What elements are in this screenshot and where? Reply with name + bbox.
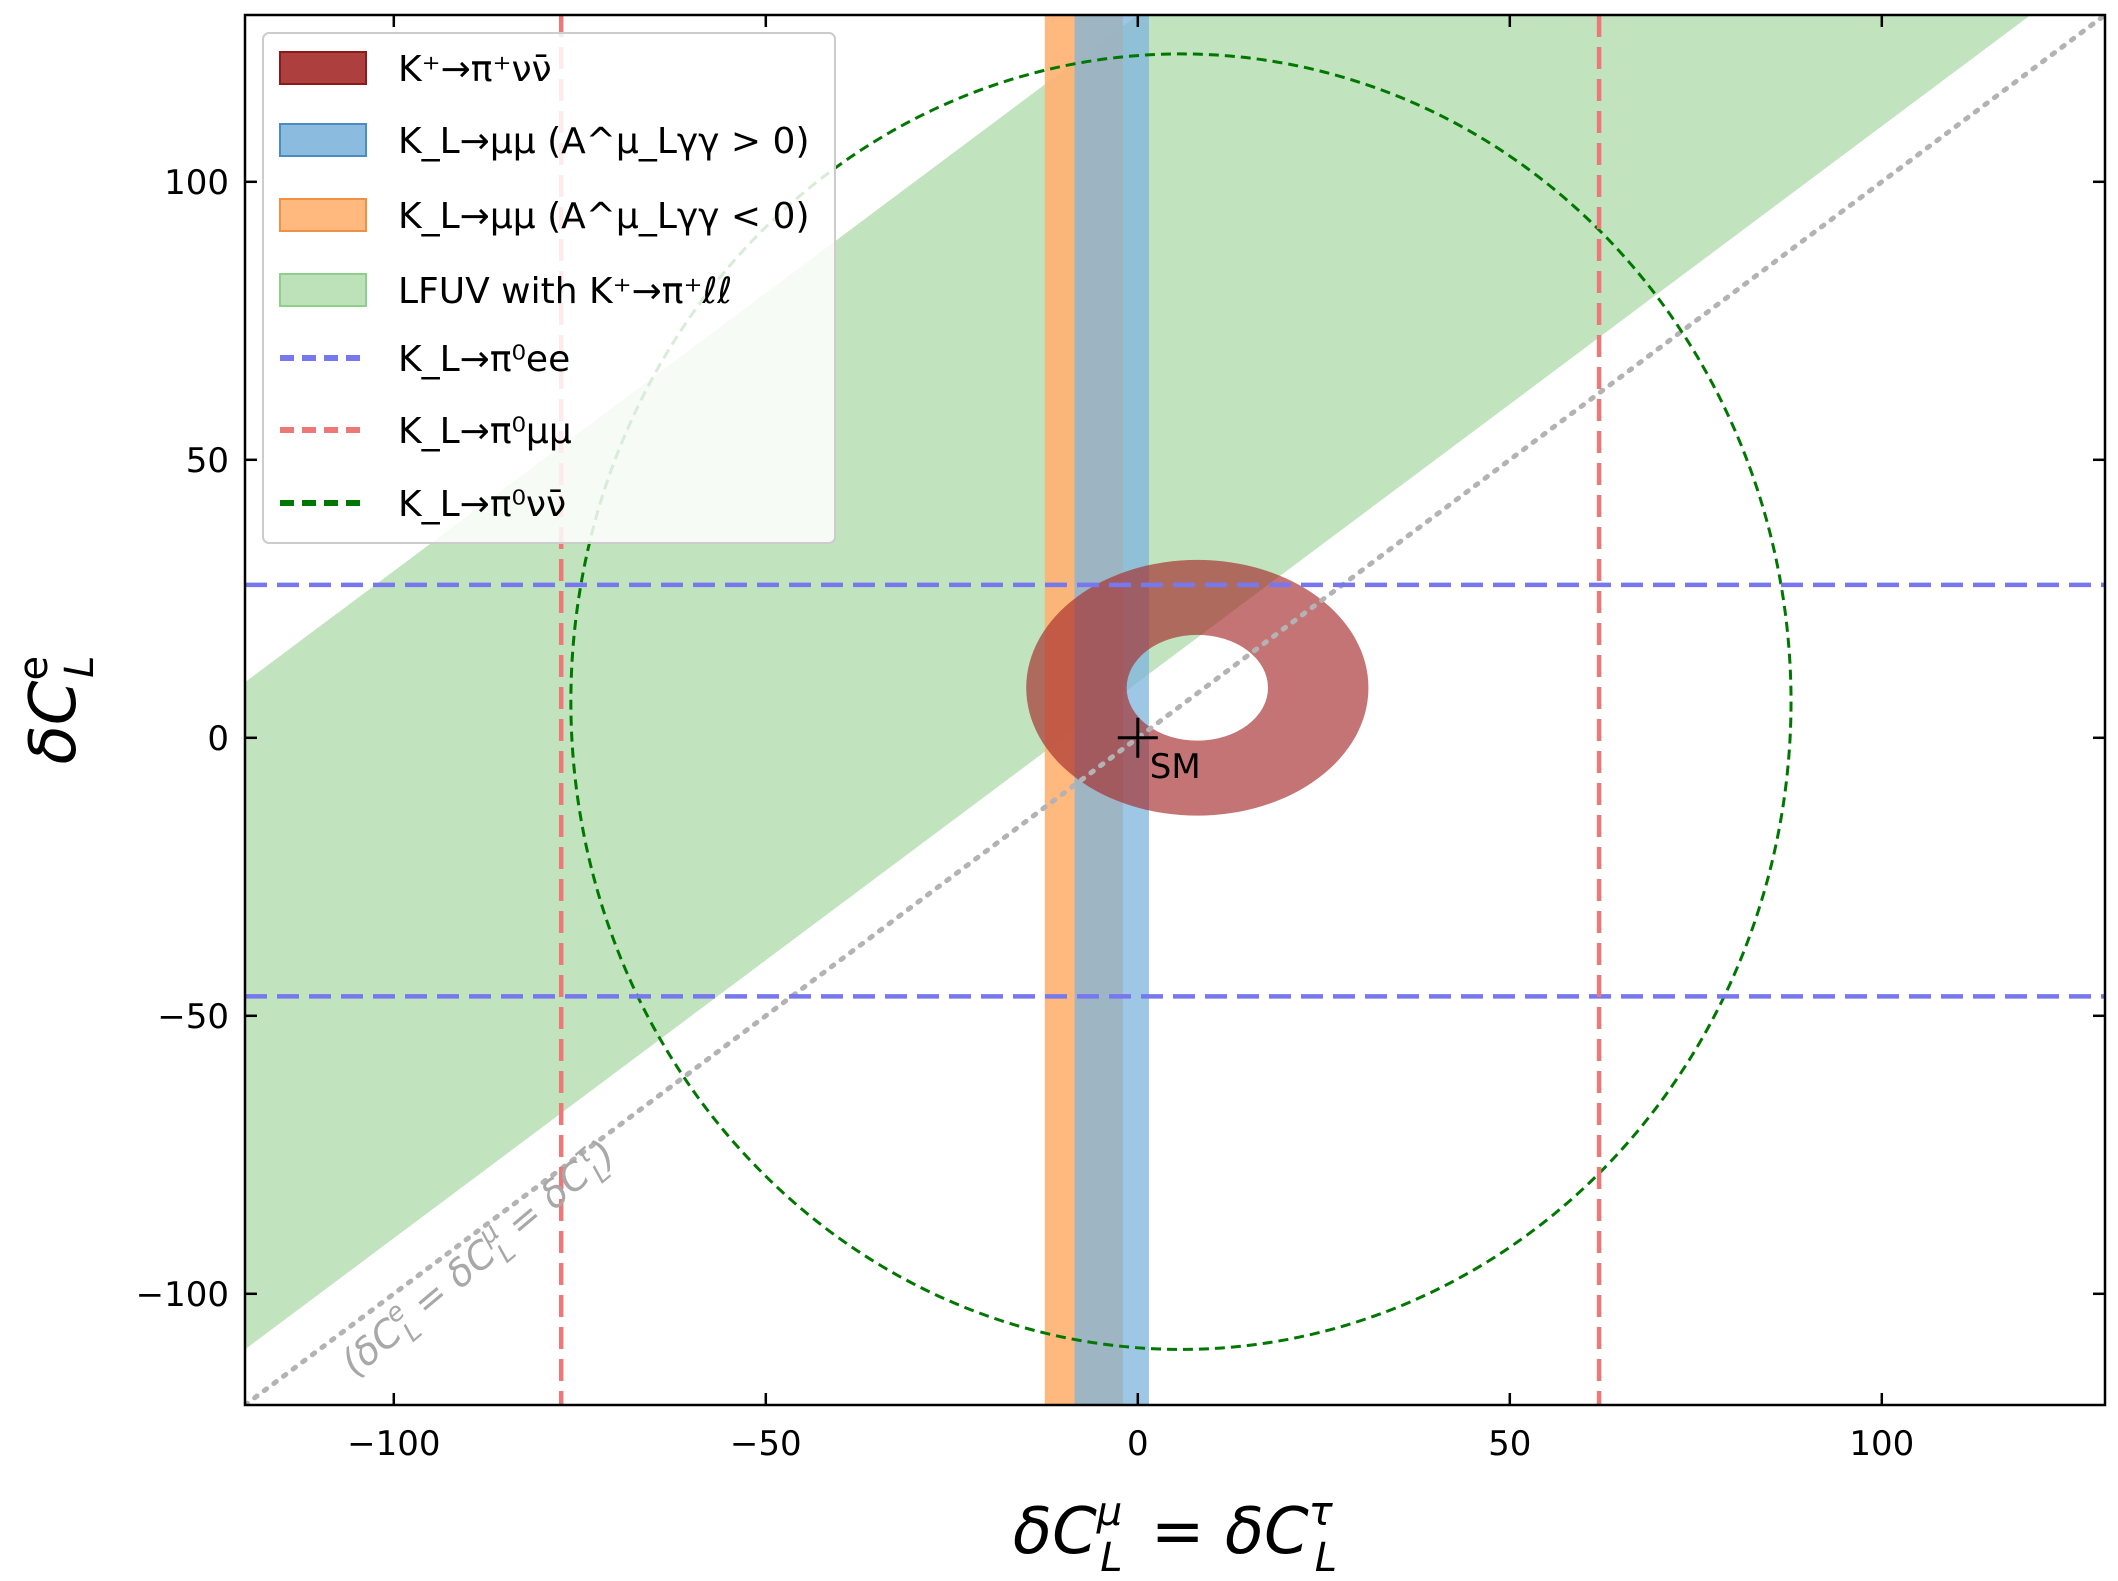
legend-swatch xyxy=(279,123,367,157)
y-axis-title: δCeL xyxy=(11,656,103,765)
legend-label: LFUV with K⁺→π⁺ℓℓ xyxy=(398,271,732,312)
svg-text:δCμL = δCτL: δCμ L = δCτ L xyxy=(1013,1489,1337,1581)
x-tick-label: 50 xyxy=(1488,1424,1531,1464)
legend-swatch xyxy=(279,51,367,85)
kpinunu-ring xyxy=(1026,559,1369,816)
legend-label: K_L→π⁰ee xyxy=(398,339,570,380)
lepton-universality-line xyxy=(245,15,2105,1405)
y-tick-label: −100 xyxy=(136,1275,229,1315)
y-tick-label: 50 xyxy=(186,441,229,481)
legend-swatch xyxy=(279,198,367,232)
legend-label: K_L→μμ (A^μ_Lγγ < 0) xyxy=(398,196,810,237)
x-tick-label: −50 xyxy=(730,1424,802,1464)
legend-box xyxy=(262,32,836,544)
axes-ticks: −100 −50 0 50 100 −100 −50 0 50 100 xyxy=(136,15,2105,1464)
y-tick-label: −50 xyxy=(157,997,229,1037)
y-tick-label: 100 xyxy=(164,163,229,203)
x-axis-title: δCμ L = δCτ L xyxy=(1013,1489,1337,1581)
legend: K⁺→π⁺νν̄ K_L→μμ (A^μ_Lγγ > 0) K_L→μμ (A^μ_… xyxy=(262,32,836,544)
x-tick-label: 0 xyxy=(1127,1424,1149,1464)
x-tick-label: −100 xyxy=(347,1424,440,1464)
legend-label: K_L→π⁰μμ xyxy=(398,411,572,452)
svg-text:δCeL: δCeL xyxy=(11,656,103,765)
x-tick-label: 100 xyxy=(1849,1424,1914,1464)
sm-label: SM xyxy=(1150,747,1201,787)
klpi0nunu-ellipse xyxy=(569,52,1793,1351)
legend-label: K_L→μμ (A^μ_Lγγ > 0) xyxy=(398,121,810,162)
legend-swatch xyxy=(279,273,367,307)
legend-label: K_L→π⁰νν̄ xyxy=(398,484,566,525)
y-tick-label: 0 xyxy=(207,719,229,759)
legend-label: K⁺→π⁺νν̄ xyxy=(398,49,552,90)
plot-frame xyxy=(243,13,2107,1407)
